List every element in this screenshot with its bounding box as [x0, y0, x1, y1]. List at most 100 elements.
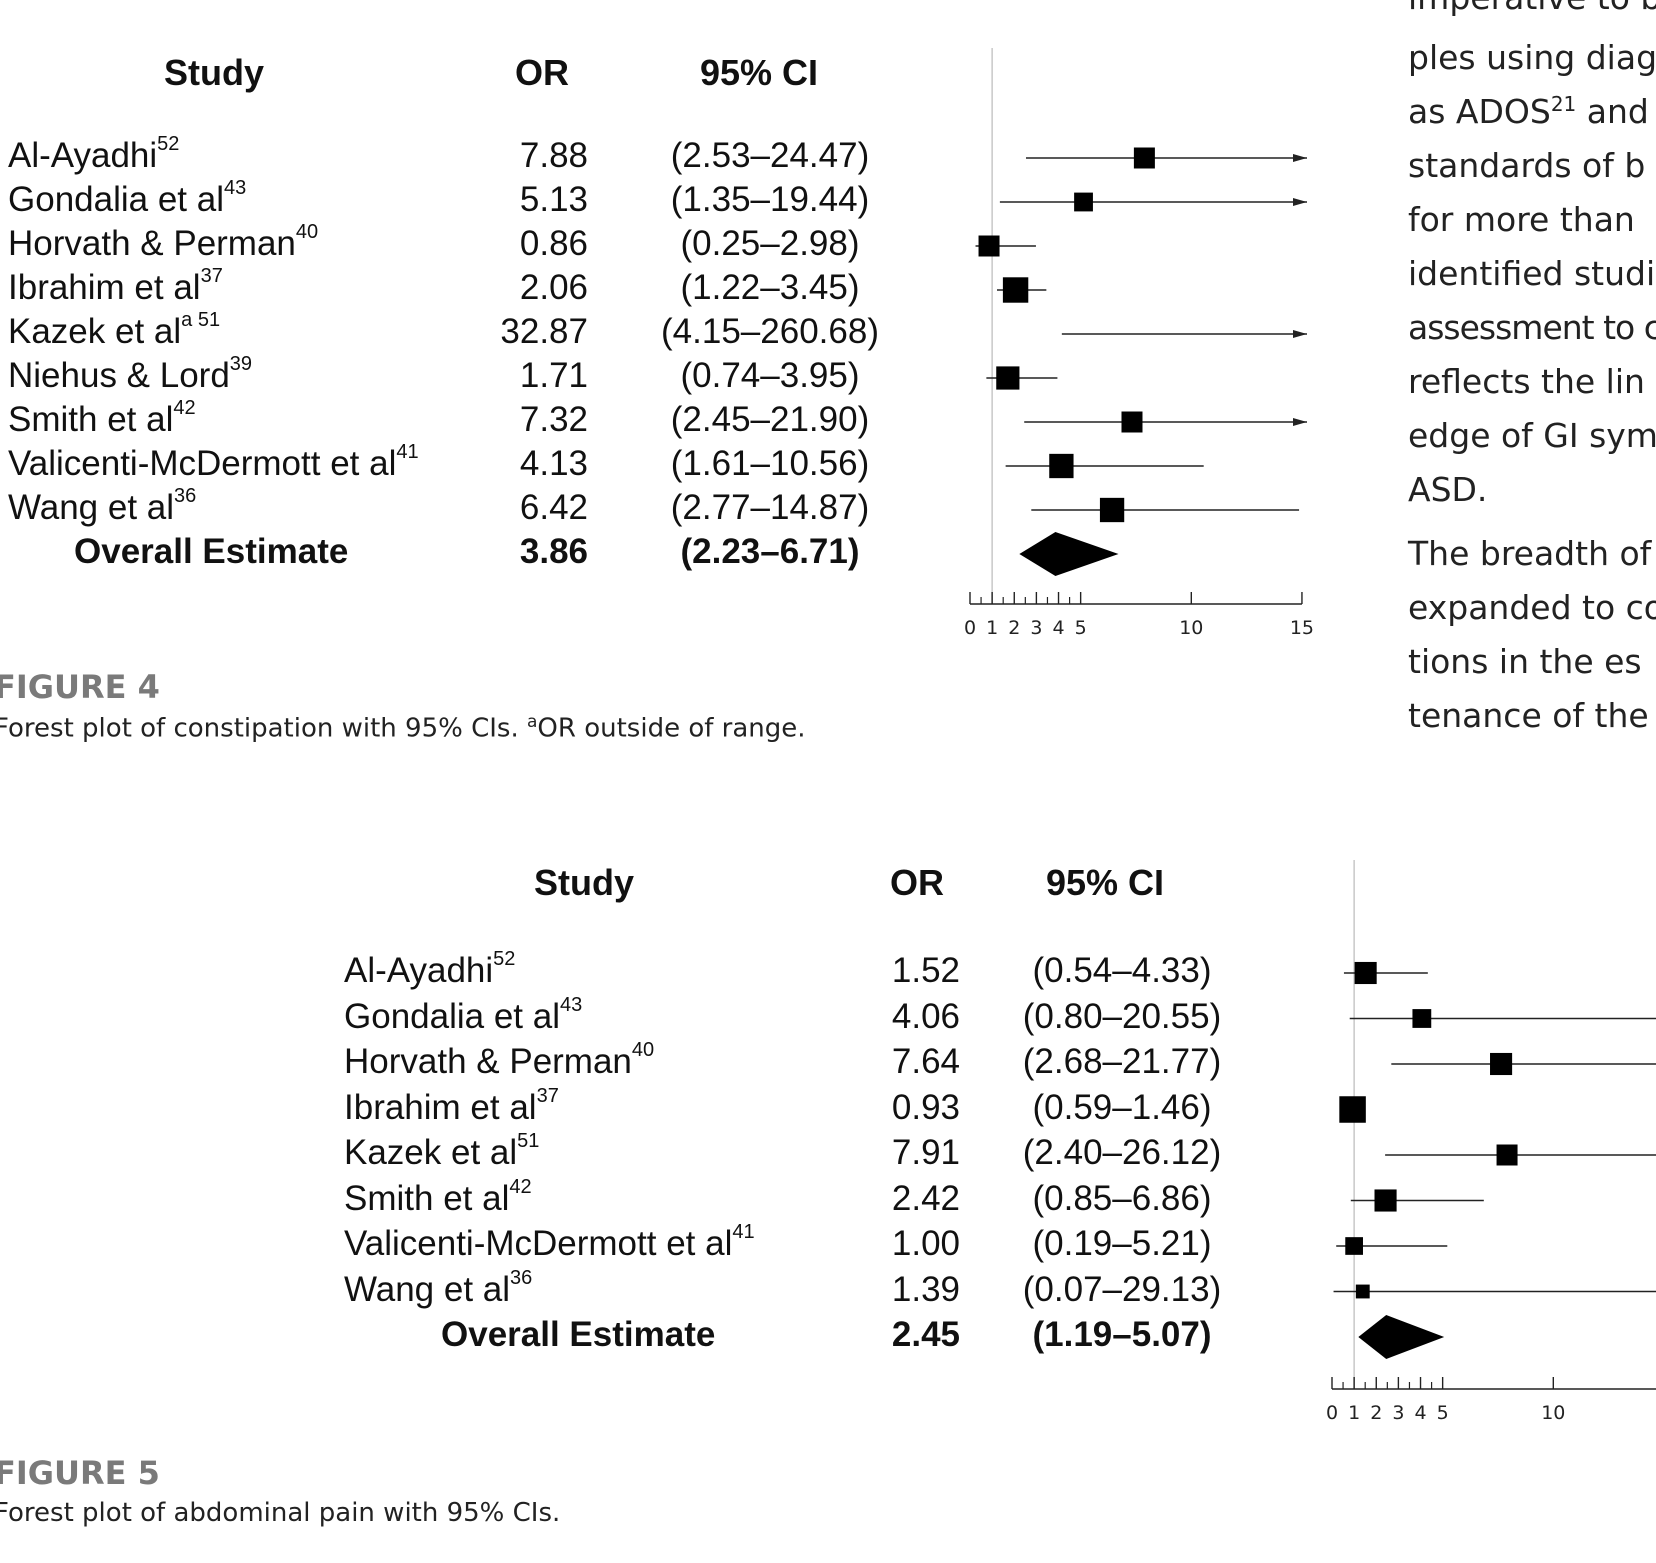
odds-ratio-value: 4.13 — [519, 444, 588, 483]
study-name: Gondalia et al43 — [8, 178, 246, 220]
figure-label: FIGURE 5 — [0, 1454, 160, 1492]
study-name-text: Valicenti-McDermott et al — [8, 444, 397, 483]
study-name-text: Ibrahim et al — [8, 268, 201, 307]
confidence-interval-value: (1.61–10.56) — [670, 444, 870, 483]
confidence-interval-value: (0.19–5.21) — [1032, 1224, 1212, 1263]
x-tick-label: 10 — [1541, 1402, 1565, 1424]
reference-superscript: 52 — [493, 948, 516, 971]
study-name: Al-Ayadhi52 — [8, 134, 179, 176]
caption-text: OR outside of range. — [537, 713, 806, 744]
reference-superscript: a 51 — [181, 309, 221, 332]
point-estimate-square — [1002, 277, 1029, 303]
x-tick-label: 0 — [1326, 1402, 1338, 1424]
point-estimate-square — [1412, 1009, 1432, 1028]
study-name: Wang et al36 — [344, 1268, 532, 1310]
odds-ratio-value: 7.91 — [891, 1133, 960, 1172]
ci-arrow — [1293, 154, 1307, 162]
study-name: Niehus & Lord39 — [8, 354, 252, 396]
header-ci: 95% CI — [1046, 862, 1165, 903]
reference-superscript: 41 — [396, 441, 419, 464]
study-mark — [1349, 1009, 1656, 1028]
study-name-text: Wang et al — [8, 488, 175, 527]
study-name: Valicenti-McDermott et al41 — [8, 441, 419, 484]
study-mark — [1391, 1052, 1656, 1076]
study-mark — [996, 277, 1047, 303]
x-tick-label: 2 — [1008, 617, 1020, 639]
figure-label: FIGURE 4 — [0, 668, 160, 706]
study-name: Valicenti-McDermott et al41 — [344, 1221, 755, 1264]
point-estimate-square — [996, 366, 1020, 390]
confidence-interval-value: (0.25–2.98) — [680, 224, 860, 263]
study-mark — [1385, 1144, 1656, 1166]
study-name: Al-Ayadhi52 — [344, 948, 516, 991]
body-line: tions in the es — [1408, 642, 1642, 681]
reference-superscript: 37 — [536, 1084, 559, 1107]
point-estimate-square — [978, 235, 1000, 257]
study-name-text: Overall Estimate — [441, 1315, 716, 1354]
reference-superscript: 36 — [174, 485, 197, 508]
confidence-interval-value: (2.23–6.71) — [680, 532, 860, 571]
odds-ratio-value: 2.42 — [891, 1178, 960, 1218]
odds-ratio-value: 32.87 — [500, 312, 588, 351]
point-estimate-square — [1099, 497, 1125, 523]
odds-ratio-value: 4.06 — [891, 996, 960, 1036]
body-line: ASD. — [1408, 470, 1488, 509]
study-name: Smith et al42 — [344, 1177, 532, 1219]
point-estimate-square — [1496, 1144, 1518, 1166]
confidence-interval-value: (0.59–1.46) — [1032, 1087, 1212, 1127]
study-mark — [975, 235, 1036, 257]
body-line: reflects the lin — [1408, 362, 1645, 401]
study-name-text: Gondalia et al — [8, 180, 224, 219]
point-estimate-square — [1355, 1284, 1370, 1299]
reference-superscript: 42 — [173, 397, 196, 420]
x-tick-label: 5 — [1437, 1402, 1449, 1424]
ci-arrow — [1293, 418, 1307, 426]
caption-superscript: a — [527, 712, 538, 732]
study-name: Horvath & Perman40 — [8, 221, 319, 264]
study-mark — [999, 192, 1307, 212]
study-mark — [1061, 330, 1307, 338]
ci-arrow — [1293, 330, 1307, 338]
reference-superscript: 41 — [732, 1221, 755, 1244]
confidence-interval-value: (0.74–3.95) — [680, 356, 860, 395]
body-line: expanded to co — [1408, 588, 1656, 627]
odds-ratio-value: 1.00 — [891, 1224, 960, 1263]
confidence-interval-value: (0.54–4.33) — [1032, 951, 1212, 990]
header-or: OR — [515, 52, 569, 93]
body-line: imperative to b — [1408, 0, 1656, 17]
reference-superscript: 40 — [295, 221, 319, 244]
study-name: Gondalia et al43 — [344, 993, 583, 1037]
caption-text: Forest plot of constipation with 95% CIs… — [0, 713, 527, 744]
confidence-interval-value: (0.80–20.55) — [1022, 996, 1222, 1036]
odds-ratio-value: 1.39 — [891, 1269, 960, 1309]
odds-ratio-value: 3.86 — [519, 532, 588, 571]
point-estimate-square — [1121, 411, 1143, 433]
point-estimate-square — [1374, 1189, 1397, 1212]
odds-ratio-value: 1.52 — [891, 951, 960, 990]
body-line: for more than — [1408, 200, 1635, 239]
odds-ratio-value: 2.45 — [891, 1315, 960, 1354]
confidence-interval-value: (2.68–21.77) — [1022, 1042, 1222, 1081]
study-name: Ibrahim et al37 — [8, 265, 223, 308]
study-name: Ibrahim et al37 — [344, 1084, 559, 1128]
point-estimate-square — [1490, 1052, 1513, 1076]
study-mark — [1350, 1189, 1484, 1212]
odds-ratio-value: 5.13 — [519, 180, 588, 219]
reference-superscript: 51 — [517, 1130, 540, 1153]
figure-caption: Forest plot of constipation with 95% CIs… — [0, 712, 806, 744]
study-name-text: Horvath & Perman — [8, 224, 296, 263]
body-line: tenance of the — [1408, 696, 1649, 735]
point-estimate-square — [1345, 1237, 1363, 1255]
study-mark — [1005, 453, 1204, 479]
study-mark — [1031, 497, 1300, 523]
odds-ratio-value: 6.42 — [519, 488, 588, 527]
study-name-text: Kazek et al — [344, 1133, 518, 1172]
x-tick-label: 5 — [1075, 617, 1087, 639]
reference-superscript: 37 — [200, 265, 223, 288]
reference-superscript: 43 — [559, 993, 583, 1016]
figure-caption: Forest plot of abdominal pain with 95% C… — [0, 1498, 561, 1528]
confidence-interval-value: (2.53–24.47) — [670, 136, 870, 175]
overall-estimate-label: Overall Estimate — [74, 532, 348, 572]
study-name-text: Overall Estimate — [74, 532, 349, 571]
confidence-interval-value: (4.15–260.68) — [661, 312, 879, 351]
